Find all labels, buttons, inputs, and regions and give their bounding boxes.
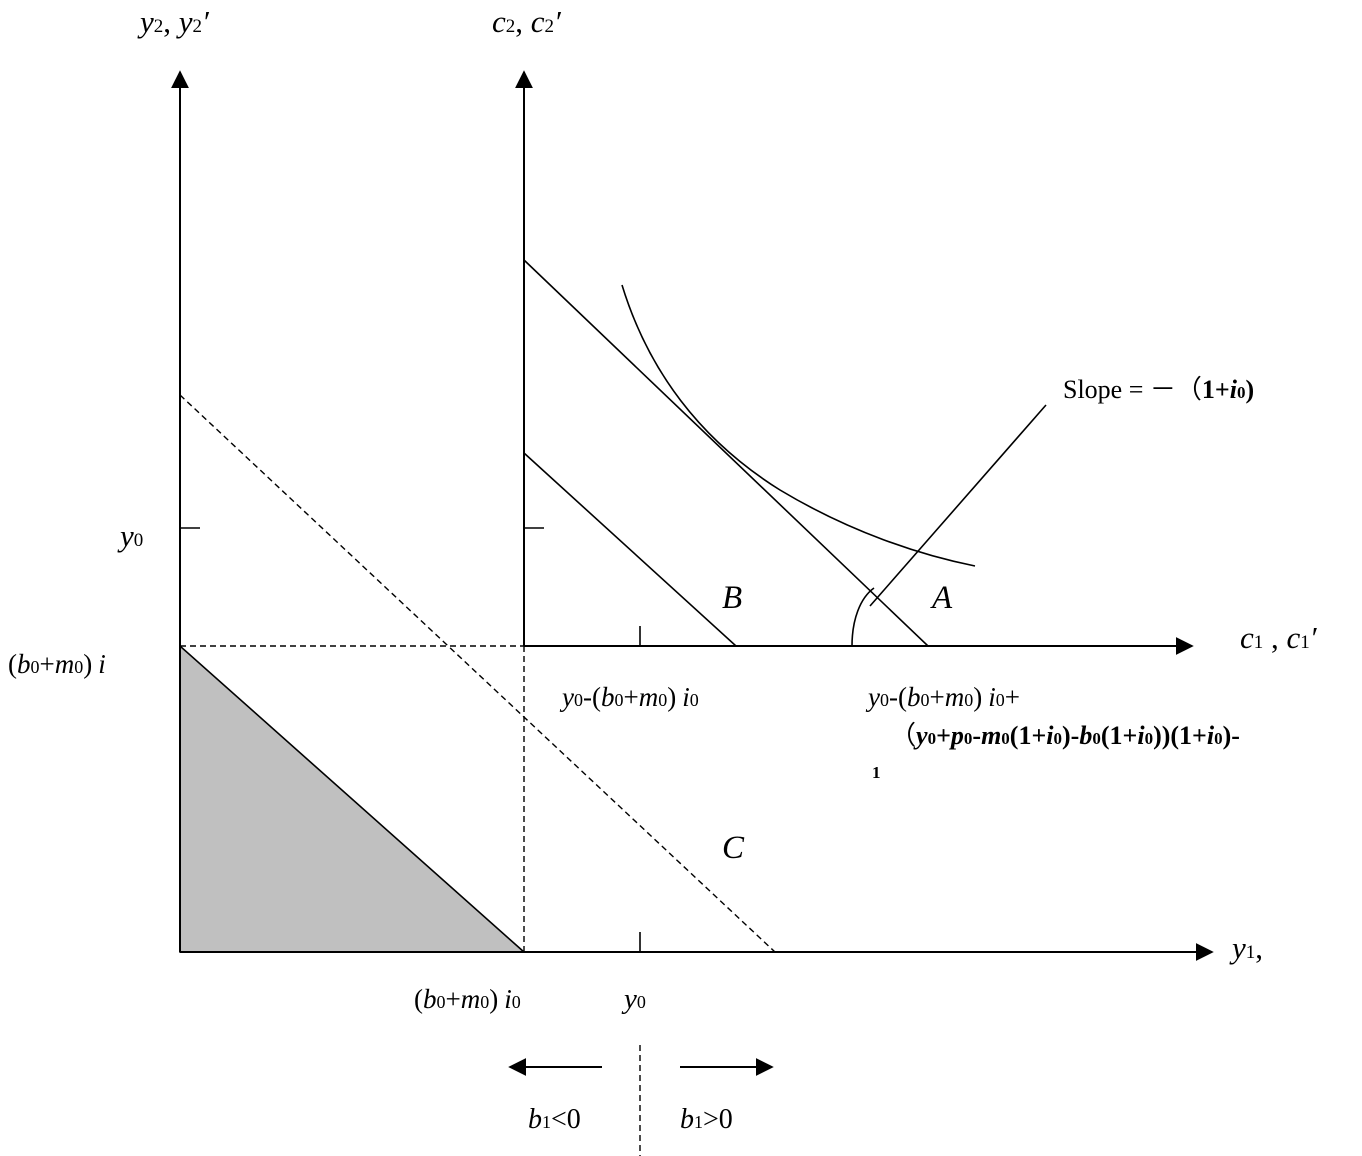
endpoint-A-label-line2: （y0+p0-m0(1+i0)-b0(1+i0))(1+i0)- <box>890 721 1240 750</box>
indifference-curve <box>621 284 976 567</box>
b0m0-i0-tick-label: (b0+m0) i0 <box>414 984 521 1014</box>
budget-line-B <box>523 452 737 647</box>
budget-line-A <box>523 259 929 647</box>
upper-x-axis-label: c1 , c1′ <box>1240 620 1318 655</box>
region-C-label: C <box>722 830 745 866</box>
lower-x-axis-label: y1, <box>1229 930 1263 965</box>
shaded-region <box>179 644 527 953</box>
endpoint-B-label: y0-(b0+m0) i0 <box>559 682 699 712</box>
region-B-label: B <box>722 580 742 616</box>
b1-negative-label: b1<0 <box>528 1104 581 1135</box>
y0-lower-tick-label: y0 <box>621 983 646 1015</box>
dashed-budget-line-C <box>179 394 776 953</box>
y0-left-label: y0 <box>117 518 143 553</box>
endpoint-A-label-line3: 1 <box>872 763 881 782</box>
slope-pointer-line <box>869 404 1047 607</box>
endpoint-A-label-line1: y0-(b0+m0) i0+ <box>865 682 1020 712</box>
intercept-left-label: (b0+m0) i <box>8 649 106 679</box>
left-axis-label: y2, y2′ <box>137 4 210 39</box>
slope-label: Slope = －（1+i0) <box>1063 375 1254 404</box>
slope-angle-arc <box>851 587 875 647</box>
right-axis-label: c2, c2′ <box>492 4 562 39</box>
b1-positive-label: b1>0 <box>680 1104 733 1135</box>
region-A-label: A <box>930 580 953 616</box>
